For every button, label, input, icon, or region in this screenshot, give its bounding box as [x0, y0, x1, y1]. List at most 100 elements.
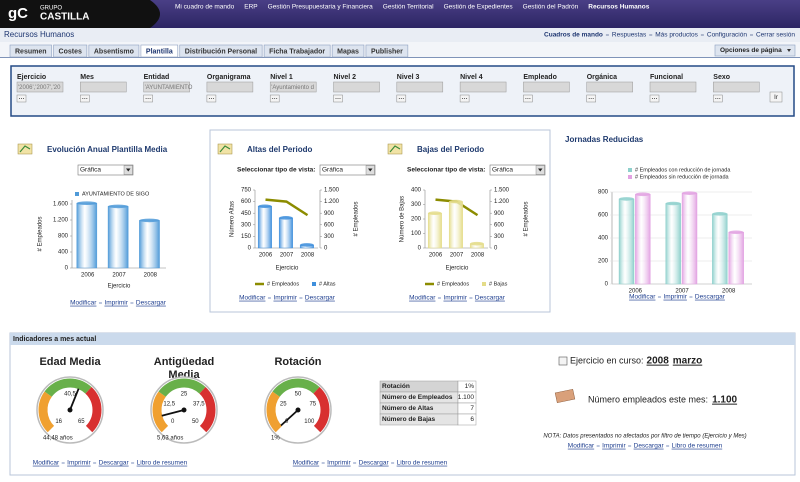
- current-label: Ejercicio en curso:: [570, 355, 644, 365]
- tab[interactable]: [88, 44, 140, 58]
- link[interactable]: Descargar: [475, 295, 506, 302]
- view-select[interactable]: [489, 164, 546, 176]
- filter-input[interactable]: [16, 81, 64, 93]
- tab-label[interactable]: Costes: [59, 48, 82, 55]
- view-select-value[interactable]: Gráfica: [80, 167, 101, 174]
- link[interactable]: Descargar: [359, 460, 390, 467]
- filter-button-dot: [717, 98, 719, 99]
- filter-input[interactable]: [586, 81, 633, 93]
- header-link[interactable]: Cuadros de mando: [544, 32, 603, 39]
- filter-input[interactable]: [713, 81, 760, 93]
- nav-item[interactable]: Recursos Humanos: [588, 4, 649, 11]
- filter-input[interactable]: [396, 81, 444, 93]
- view-select[interactable]: [77, 164, 134, 176]
- filter-input[interactable]: [459, 81, 507, 93]
- link[interactable]: Imprimir: [67, 460, 91, 467]
- header-link[interactable]: Cerrar sesión: [756, 32, 795, 39]
- y-tick-label: 400: [411, 188, 422, 194]
- nav-item[interactable]: Mi cuadro de mando: [175, 4, 235, 11]
- bar-cap: [619, 197, 635, 201]
- link[interactable]: Imprimir: [602, 443, 626, 450]
- link[interactable]: Modificar: [409, 295, 436, 302]
- page-options-label[interactable]: Opciones de página: [720, 47, 782, 54]
- tab-label[interactable]: Absentismo: [94, 48, 134, 55]
- filter-label: Funcional: [650, 74, 683, 81]
- link[interactable]: Modificar: [293, 460, 320, 467]
- view-select-value[interactable]: Gráfica: [492, 167, 513, 174]
- table-value: 7: [470, 405, 474, 412]
- link[interactable]: Modificar: [70, 300, 97, 307]
- link[interactable]: Imprimir: [663, 294, 687, 301]
- link[interactable]: Libro de resumen: [672, 443, 723, 450]
- filter-button-dot: [147, 98, 149, 99]
- filter-input[interactable]: [333, 81, 380, 93]
- header-link[interactable]: Configuración: [707, 32, 747, 39]
- filter-input[interactable]: [143, 81, 190, 93]
- page-options-button[interactable]: [714, 44, 796, 57]
- y2-tick-label: 600: [494, 222, 505, 228]
- view-select-value[interactable]: Gráfica: [322, 167, 343, 174]
- link[interactable]: Imprimir: [104, 300, 128, 307]
- filter-input[interactable]: [206, 81, 254, 93]
- nav-item[interactable]: Gestión del Padrón: [523, 4, 579, 11]
- tab[interactable]: [179, 44, 263, 58]
- y2-tick-label: 0: [324, 246, 328, 252]
- y2-tick-label: 1.500: [494, 188, 510, 194]
- link[interactable]: Imprimir: [443, 295, 467, 302]
- tab[interactable]: [9, 44, 52, 58]
- filter-input[interactable]: [523, 81, 570, 93]
- tab[interactable]: [53, 44, 88, 58]
- bar: [427, 212, 442, 249]
- indicators-header: [10, 333, 795, 345]
- link[interactable]: Imprimir: [273, 295, 297, 302]
- tab[interactable]: [140, 44, 179, 58]
- bar: [681, 192, 698, 285]
- link[interactable]: Descargar: [136, 300, 167, 307]
- nav-item[interactable]: Gestión Territorial: [383, 4, 434, 11]
- filter-label: Empleado: [523, 74, 556, 81]
- go-button[interactable]: [769, 91, 783, 103]
- tab-label[interactable]: Distribución Personal: [185, 48, 257, 55]
- tab-label[interactable]: Mapas: [337, 48, 359, 55]
- gauge-tick-label: 75: [309, 401, 316, 407]
- tab-label[interactable]: Resumen: [15, 48, 47, 55]
- bar-cap: [279, 216, 293, 220]
- filter-input[interactable]: [649, 81, 697, 93]
- filter-button-dot: [145, 98, 147, 99]
- bar-cap: [108, 204, 129, 209]
- link[interactable]: Libro de resumen: [137, 460, 188, 467]
- tab-label[interactable]: Ficha Trabajador: [269, 48, 325, 55]
- link[interactable]: Modificar: [568, 443, 595, 450]
- link[interactable]: Descargar: [634, 443, 665, 450]
- link[interactable]: Descargar: [99, 460, 130, 467]
- y-tick-label: 200: [598, 259, 609, 265]
- filter-label: Mes: [80, 74, 94, 81]
- nav-item[interactable]: Gestión de Expedientes: [444, 4, 514, 11]
- link[interactable]: Modificar: [239, 295, 266, 302]
- link[interactable]: Descargar: [305, 295, 336, 302]
- view-select[interactable]: [319, 164, 376, 176]
- link[interactable]: Libro de resumen: [397, 460, 448, 467]
- filter-button-dot: [652, 98, 653, 99]
- bar-cap: [635, 192, 651, 197]
- filter-button-dot: [402, 98, 404, 99]
- nav-item[interactable]: ERP: [244, 4, 257, 11]
- header-link[interactable]: Respuestas: [612, 32, 647, 39]
- filter-input[interactable]: [269, 81, 317, 93]
- tab[interactable]: [365, 44, 409, 58]
- tab[interactable]: [331, 44, 365, 58]
- go-label[interactable]: Ir: [774, 95, 778, 101]
- header-link[interactable]: Más productos: [655, 32, 698, 39]
- tab[interactable]: [263, 44, 331, 58]
- link[interactable]: Modificar: [33, 460, 60, 467]
- filter-label: Orgánica: [587, 74, 617, 81]
- gauge-band: [44, 378, 92, 398]
- nav-item[interactable]: Gestión Presupuestaria y Financiera: [268, 4, 374, 11]
- link[interactable]: Descargar: [695, 294, 726, 301]
- link[interactable]: Modificar: [629, 294, 656, 301]
- filter-input[interactable]: [80, 81, 127, 93]
- filter-button-dot: [208, 98, 210, 99]
- tab-label[interactable]: Publisher: [371, 48, 403, 55]
- tab-label[interactable]: Plantilla: [146, 48, 173, 55]
- link[interactable]: Imprimir: [327, 460, 351, 467]
